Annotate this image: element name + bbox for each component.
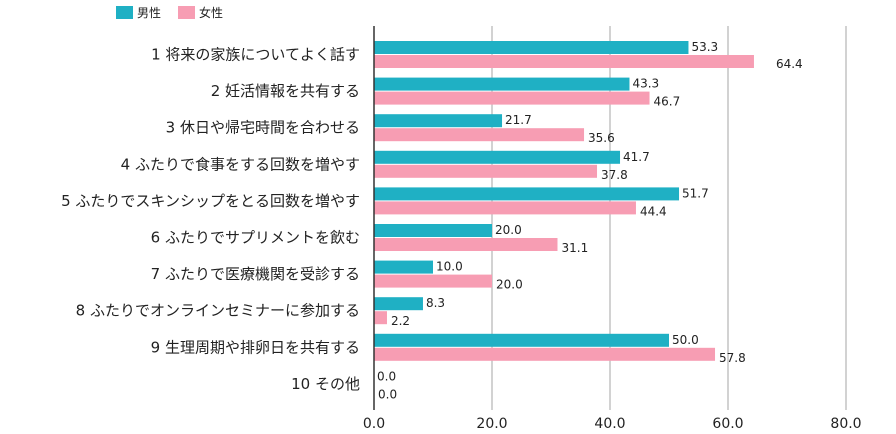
value-label-male-1: 53.3	[691, 40, 718, 54]
bar-female-5	[374, 201, 636, 215]
x-tick-label-0: 0.0	[363, 416, 385, 432]
value-label-female-2: 46.7	[654, 95, 681, 109]
value-label-male-2: 43.3	[632, 77, 659, 91]
bar-male-4	[374, 150, 621, 164]
category-label-4: 4 ふたりで食事をする回数を増やす	[121, 155, 360, 173]
bar-male-8	[374, 297, 423, 311]
legend-label-female: 女性	[199, 5, 223, 20]
value-label-female-10: 0.0	[378, 387, 397, 401]
bar-female-3	[374, 128, 585, 142]
value-label-male-7: 10.0	[436, 260, 463, 274]
legend-swatch-male	[116, 6, 133, 19]
bar-female-9	[374, 347, 716, 361]
bar-female-1	[374, 55, 754, 68]
value-label-male-4: 41.7	[623, 150, 650, 164]
value-label-female-8: 2.2	[391, 314, 410, 328]
x-tick-label-1: 20.0	[476, 416, 507, 432]
category-label-5: 5 ふたりでスキンシップをとる回数を増やす	[61, 192, 360, 210]
value-label-female-9: 57.8	[719, 351, 746, 365]
bar-male-7	[374, 260, 433, 274]
legend-label-male: 男性	[137, 6, 161, 20]
bar-female-4	[374, 164, 598, 178]
category-label-7: 7 ふたりで医療機関を受診する	[151, 265, 360, 283]
value-label-male-6: 20.0	[495, 223, 522, 237]
bar-female-7	[374, 274, 492, 288]
category-label-2: 2 妊活情報を共有する	[211, 82, 360, 100]
value-label-female-7: 20.0	[496, 278, 523, 292]
value-label-male-3: 21.7	[505, 113, 532, 127]
category-label-8: 8 ふたりでオンラインセミナーに参加する	[76, 302, 360, 320]
legend-swatch-female	[178, 6, 195, 19]
x-tick-label-4: 80.0	[830, 416, 861, 432]
x-tick-label-2: 40.0	[594, 416, 625, 432]
bar-male-9	[374, 333, 669, 347]
bar-male-6	[374, 224, 492, 237]
bar-male-3	[374, 114, 503, 128]
x-tick-label-3: 60.0	[712, 416, 743, 432]
bar-female-8	[374, 311, 387, 325]
category-label-3: 3 休日や帰宅時間を合わせる	[166, 119, 360, 137]
category-label-10: 10 その他	[291, 375, 360, 393]
value-label-female-4: 37.8	[601, 168, 628, 182]
value-label-male-9: 50.0	[672, 333, 699, 347]
bar-female-6	[374, 238, 558, 251]
bar-male-5	[374, 187, 680, 201]
category-label-6: 6 ふたりでサプリメントを飲む	[151, 229, 360, 247]
value-label-male-8: 8.3	[426, 296, 445, 310]
bar-female-2	[374, 91, 650, 105]
value-label-female-1: 64.4	[776, 57, 803, 71]
bar-male-2	[374, 77, 630, 91]
value-label-male-10: 0.0	[377, 369, 396, 383]
value-label-male-5: 51.7	[682, 186, 709, 200]
value-label-female-5: 44.4	[640, 204, 667, 218]
bar-male-1	[374, 41, 689, 54]
value-label-female-3: 35.6	[588, 131, 615, 145]
value-label-female-6: 31.1	[561, 241, 588, 255]
category-label-9: 9 生理周期や排卵日を共有する	[151, 338, 360, 356]
category-label-1: 1 将来の家族についてよく話す	[151, 46, 360, 64]
